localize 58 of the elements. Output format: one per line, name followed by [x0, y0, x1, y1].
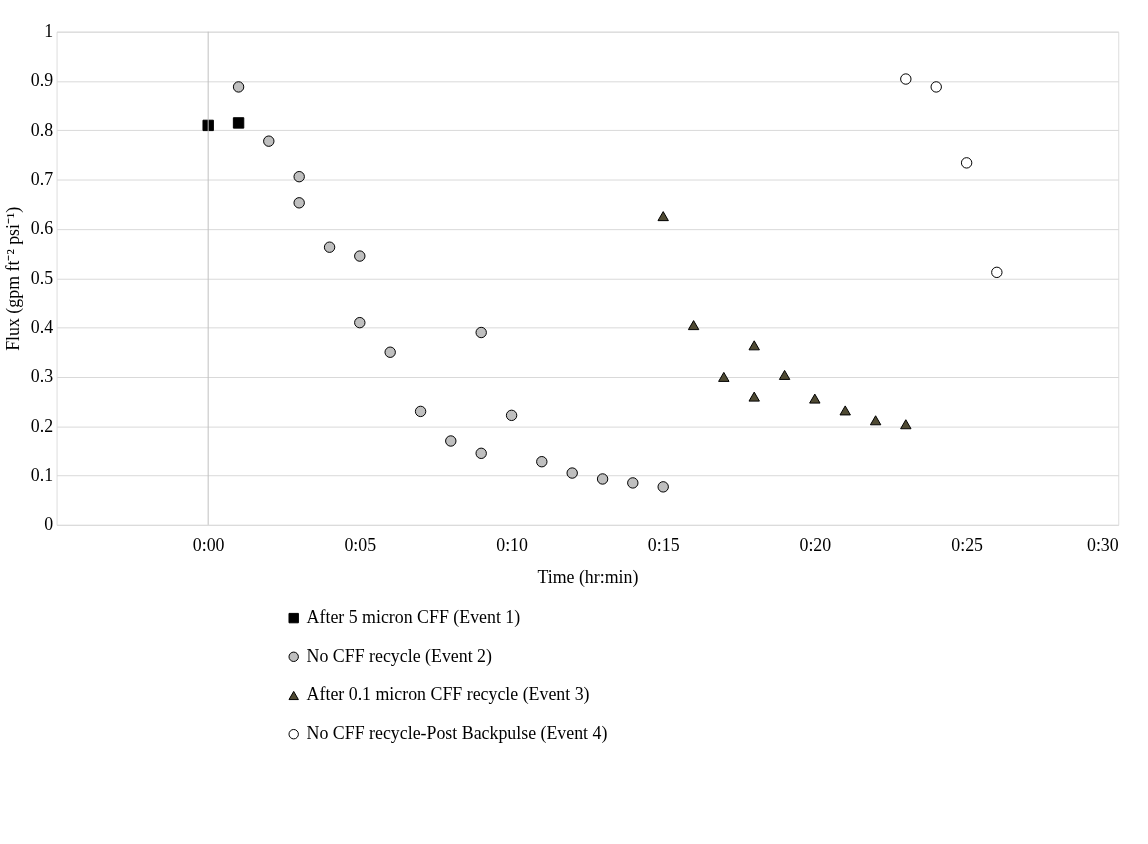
point [900, 73, 912, 85]
point [505, 409, 518, 422]
legend-label: No CFF recycle-Post Backpulse (Event 4) [306, 723, 608, 745]
point [900, 419, 912, 430]
y-tick-label: 0.8 [30, 119, 54, 140]
point [475, 447, 487, 460]
point [202, 119, 214, 132]
y-tick-label: 0.2 [30, 415, 54, 436]
y-axis-title: Flux (gpm ft⁻² psi⁻¹) [2, 206, 24, 351]
x-tick-label: 0:05 [344, 535, 377, 556]
x-axis-title: Time (hr:min) [537, 566, 639, 588]
y-tick-label: 0.1 [30, 464, 54, 485]
point [657, 211, 669, 222]
point [778, 369, 791, 380]
y-tick-label: 0.3 [30, 366, 54, 387]
y-tick-label: 1 [44, 21, 54, 42]
x-tick-label: 0:30 [1087, 535, 1119, 556]
legend-label: After 0.1 micron CFF recycle (Event 3) [306, 684, 590, 706]
point [475, 326, 487, 339]
point [232, 117, 245, 129]
point [232, 81, 245, 93]
point [263, 135, 275, 147]
point [596, 473, 609, 485]
y-tick-label: 0.6 [30, 218, 54, 239]
point [445, 435, 457, 447]
point [687, 320, 700, 331]
point [384, 346, 396, 358]
point [323, 241, 336, 253]
legend-label: After 5 micron CFF (Event 1) [306, 607, 521, 629]
point [627, 477, 639, 489]
x-tick-label: 0:00 [192, 535, 225, 556]
legend-label: No CFF recycle (Event 2) [306, 645, 492, 667]
point [718, 371, 730, 382]
x-tick-label: 0:15 [647, 535, 680, 556]
y-tick-label: 0 [44, 514, 54, 535]
y-tick-label: 0.7 [30, 169, 54, 190]
point [930, 81, 942, 93]
point [293, 197, 305, 209]
x-tick-label: 0:25 [951, 535, 984, 556]
point [414, 405, 427, 418]
point [536, 456, 548, 468]
point [293, 170, 305, 183]
x-tick-label: 0:20 [799, 535, 832, 556]
point [869, 415, 882, 426]
y-tick-label: 0.9 [30, 70, 54, 91]
point [839, 405, 851, 416]
point [809, 393, 821, 404]
point [960, 157, 973, 169]
point [354, 250, 366, 262]
y-tick-label: 0.5 [30, 267, 54, 288]
x-tick-label: 0:10 [496, 535, 529, 556]
point [748, 391, 760, 402]
point [354, 316, 366, 329]
point [657, 481, 669, 493]
point [566, 467, 578, 479]
y-tick-label: 0.4 [30, 317, 54, 338]
point [991, 266, 1003, 279]
point [748, 340, 760, 351]
